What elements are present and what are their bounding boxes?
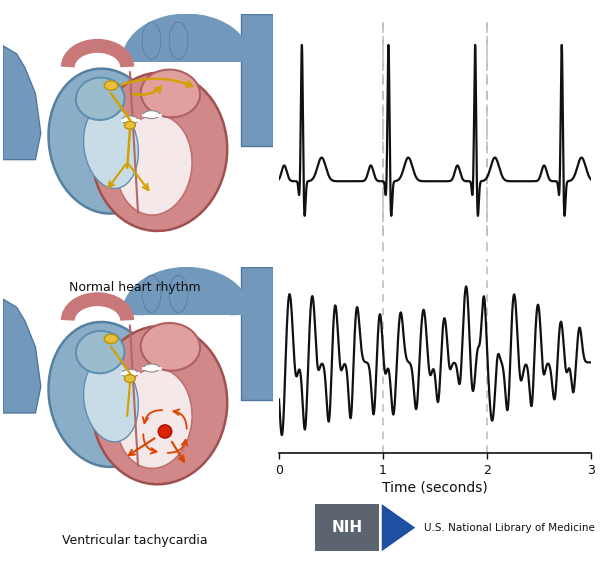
Ellipse shape: [104, 81, 118, 90]
Text: NIH: NIH: [331, 520, 362, 535]
Polygon shape: [3, 299, 41, 413]
Ellipse shape: [92, 326, 227, 484]
X-axis label: Time (seconds): Time (seconds): [382, 481, 488, 495]
Polygon shape: [241, 14, 273, 146]
Ellipse shape: [76, 78, 124, 120]
Polygon shape: [133, 289, 241, 315]
Text: Normal heart rhythm: Normal heart rhythm: [69, 282, 201, 294]
Ellipse shape: [83, 104, 139, 189]
Ellipse shape: [92, 73, 227, 231]
Ellipse shape: [169, 275, 188, 312]
Ellipse shape: [169, 22, 188, 59]
Ellipse shape: [158, 425, 172, 438]
Ellipse shape: [125, 121, 136, 129]
Polygon shape: [241, 267, 273, 400]
Polygon shape: [3, 46, 41, 160]
Ellipse shape: [142, 22, 161, 59]
Text: Ventricular tachycardia: Ventricular tachycardia: [62, 534, 208, 547]
Polygon shape: [133, 35, 241, 62]
Ellipse shape: [122, 369, 138, 377]
Ellipse shape: [122, 116, 138, 124]
Ellipse shape: [141, 70, 200, 117]
Polygon shape: [382, 504, 415, 551]
Ellipse shape: [83, 358, 139, 442]
Ellipse shape: [141, 323, 200, 370]
Ellipse shape: [76, 331, 124, 373]
Ellipse shape: [125, 374, 136, 382]
Ellipse shape: [142, 275, 161, 312]
Ellipse shape: [143, 111, 160, 119]
FancyBboxPatch shape: [315, 504, 379, 551]
Ellipse shape: [116, 368, 192, 468]
Ellipse shape: [104, 334, 118, 343]
Ellipse shape: [49, 322, 163, 467]
Text: U.S. National Library of Medicine: U.S. National Library of Medicine: [424, 522, 595, 533]
Ellipse shape: [116, 115, 192, 215]
Ellipse shape: [49, 69, 163, 213]
Ellipse shape: [143, 364, 160, 372]
